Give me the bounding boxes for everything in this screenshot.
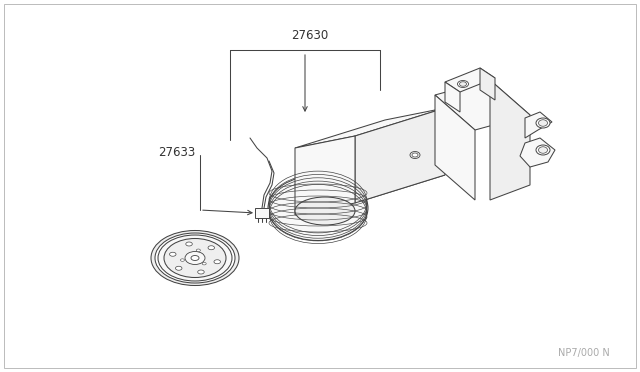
Ellipse shape — [175, 266, 182, 270]
Polygon shape — [445, 82, 460, 112]
Ellipse shape — [458, 80, 468, 87]
Ellipse shape — [185, 251, 205, 264]
Ellipse shape — [538, 147, 547, 153]
Polygon shape — [435, 95, 475, 200]
Ellipse shape — [186, 242, 192, 246]
Polygon shape — [445, 68, 495, 92]
Polygon shape — [295, 136, 355, 215]
Ellipse shape — [202, 262, 206, 265]
Ellipse shape — [198, 270, 204, 274]
Ellipse shape — [214, 260, 220, 264]
Ellipse shape — [536, 118, 550, 128]
Ellipse shape — [538, 120, 547, 126]
Text: 27630: 27630 — [291, 29, 328, 42]
Polygon shape — [490, 80, 530, 200]
Polygon shape — [295, 108, 445, 148]
Ellipse shape — [164, 238, 226, 278]
Ellipse shape — [158, 235, 232, 281]
Polygon shape — [520, 138, 555, 167]
Ellipse shape — [180, 259, 184, 261]
Ellipse shape — [208, 246, 214, 250]
Polygon shape — [295, 175, 445, 215]
Ellipse shape — [196, 249, 200, 251]
Ellipse shape — [410, 151, 420, 158]
Ellipse shape — [460, 82, 467, 86]
Ellipse shape — [412, 153, 418, 157]
Text: NP7/000 N: NP7/000 N — [558, 348, 610, 358]
Ellipse shape — [151, 231, 239, 285]
Ellipse shape — [268, 176, 368, 241]
Bar — [255, 208, 269, 218]
Ellipse shape — [295, 197, 355, 225]
Polygon shape — [435, 80, 530, 130]
Ellipse shape — [536, 145, 550, 155]
Polygon shape — [480, 68, 495, 100]
Ellipse shape — [170, 252, 176, 256]
Ellipse shape — [191, 256, 199, 260]
Polygon shape — [355, 108, 445, 203]
Text: 27633: 27633 — [157, 145, 195, 158]
Polygon shape — [525, 112, 552, 138]
Ellipse shape — [155, 233, 235, 283]
